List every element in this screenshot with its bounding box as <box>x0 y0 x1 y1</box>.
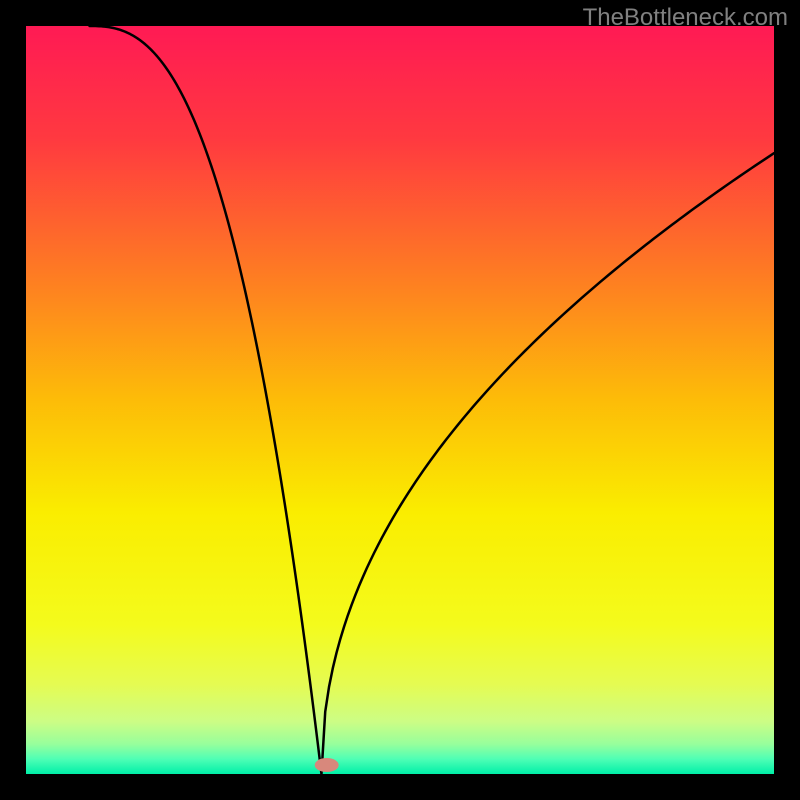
plot-area <box>26 26 774 774</box>
chart-svg <box>26 26 774 774</box>
watermark-text: TheBottleneck.com <box>583 4 788 32</box>
chart-container: TheBottleneck.com <box>0 0 800 800</box>
